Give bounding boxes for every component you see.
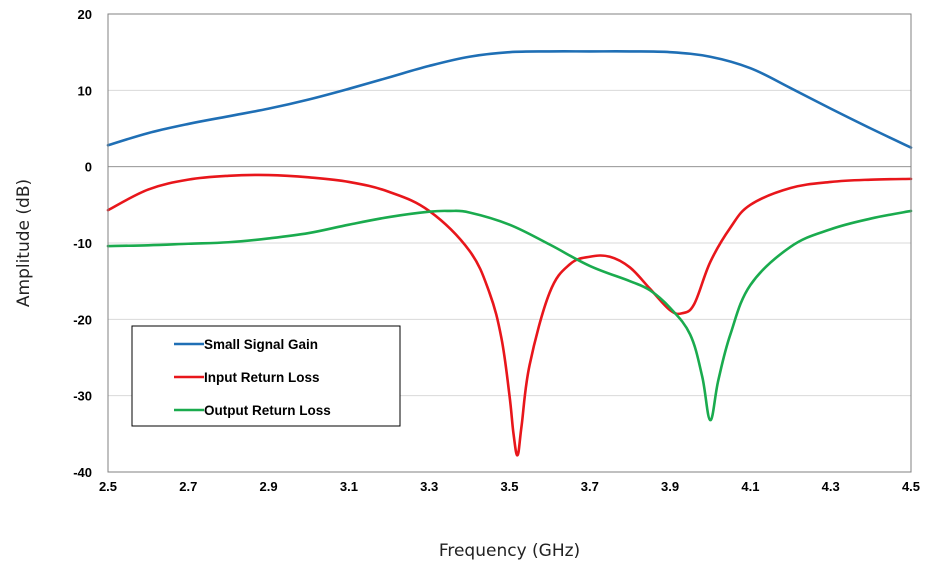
x-tick-label: 2.9 — [260, 479, 278, 494]
series-line-2 — [106, 209, 913, 422]
y-tick-label: 0 — [85, 160, 92, 175]
y-tick-label: 10 — [78, 83, 92, 98]
y-tick-label: 20 — [78, 7, 92, 22]
x-tick-label: 4.5 — [902, 479, 920, 494]
y-tick-label: -40 — [73, 465, 92, 480]
x-tick-label: 2.7 — [179, 479, 197, 494]
legend-label-1: Input Return Loss — [204, 370, 320, 385]
x-tick-label: 2.5 — [99, 479, 117, 494]
x-tick-label: 3.1 — [340, 479, 358, 494]
x-tick-label: 3.5 — [500, 479, 518, 494]
x-tick-label: 3.3 — [420, 479, 438, 494]
series-lines — [106, 50, 913, 457]
x-tick-labels: 2.5 2.7 2.9 3.1 3.3 3.5 3.7 3.9 4.1 4.3 4.5 — [99, 479, 920, 494]
series-line-0 — [106, 50, 913, 149]
plot-area-frame — [107, 13, 912, 473]
legend-label-0: Small Signal Gain — [204, 337, 318, 352]
y-tick-labels: -40 -30 -20 -10 0 10 20 — [73, 7, 92, 480]
series-line-1 — [106, 173, 913, 457]
y-axis-title: Amplitude (dB) — [14, 179, 34, 307]
x-tick-label: 4.3 — [822, 479, 840, 494]
y-tick-label: -30 — [73, 389, 92, 404]
x-tick-label: 3.9 — [661, 479, 679, 494]
x-tick-label: 4.1 — [741, 479, 759, 494]
legend-label-2: Output Return Loss — [204, 403, 331, 418]
legend: Small Signal Gain Input Return Loss Output… — [131, 325, 401, 427]
y-tick-label: -20 — [73, 312, 92, 327]
y-tick-label: -10 — [73, 236, 92, 251]
x-axis-title: Frequency (GHz) — [439, 541, 580, 561]
x-tick-label: 3.7 — [581, 479, 599, 494]
